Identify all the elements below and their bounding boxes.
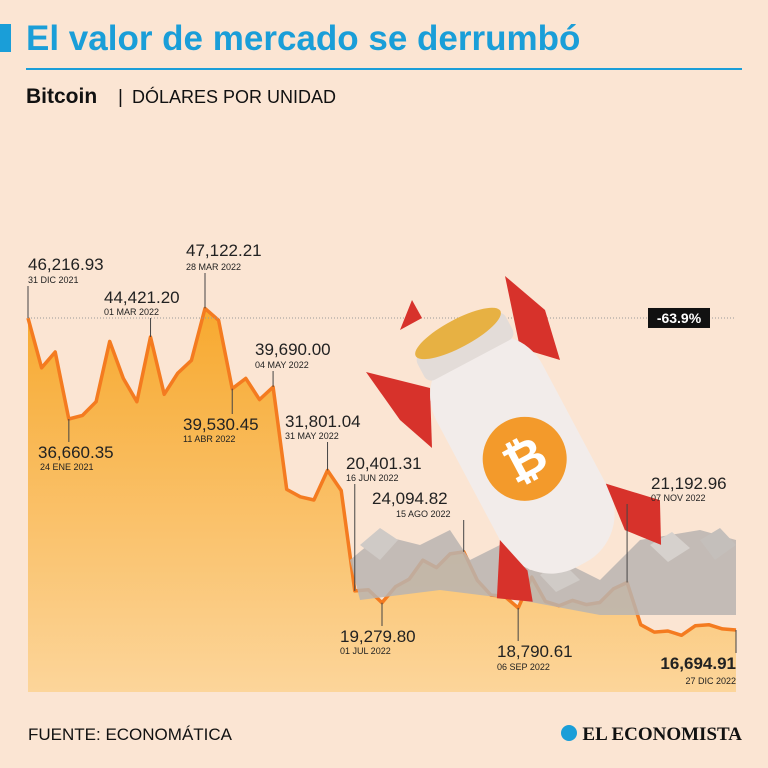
value-label: 39,530.45 (183, 415, 259, 434)
value-label: 44,421.20 (104, 288, 180, 307)
value-label: 31,801.04 (285, 412, 361, 431)
date-label: 28 MAR 2022 (186, 262, 241, 272)
date-label: 07 NOV 2022 (651, 493, 706, 503)
area (28, 308, 736, 692)
date-label: 01 JUL 2022 (340, 646, 391, 656)
logo-mark (561, 725, 577, 741)
value-label: 18,790.61 (497, 642, 573, 661)
date-label: 01 MAR 2022 (104, 307, 159, 317)
value-label: 20,401.31 (346, 454, 422, 473)
value-label: 19,279.80 (340, 627, 416, 646)
separator: | (118, 87, 123, 108)
value-label: 39,690.00 (255, 340, 331, 359)
date-label: 24 ENE 2021 (40, 462, 94, 472)
subtitle-bold: Bitcoin (26, 85, 97, 108)
date-label: 27 DIC 2022 (685, 676, 736, 686)
rocket-illustration: ₿ (350, 276, 736, 615)
source: FUENTE: ECONOMÁTICA (28, 725, 233, 744)
change-label: -63.9% (657, 310, 702, 326)
value-label: 21,192.96 (651, 474, 727, 493)
date-label: 04 MAY 2022 (255, 360, 309, 370)
date-label: 31 MAY 2022 (285, 431, 339, 441)
date-label: 16 JUN 2022 (346, 473, 399, 483)
title: El valor de mercado se derrumbó (26, 19, 580, 58)
date-label: 11 ABR 2022 (183, 434, 235, 444)
value-label: 36,660.35 (38, 443, 114, 462)
date-label: 15 AGO 2022 (396, 509, 451, 519)
date-label: 06 SEP 2022 (497, 662, 550, 672)
value-label: 24,094.82 (372, 489, 448, 508)
title-marker (0, 24, 11, 52)
date-label: 31 DIC 2021 (28, 275, 79, 285)
logo: EL ECONOMISTA (582, 724, 742, 745)
value-label: 46,216.93 (28, 255, 104, 274)
value-label: 47,122.21 (186, 241, 262, 260)
subtitle: DÓLARES POR UNIDAD (132, 86, 336, 107)
change-badge (648, 307, 710, 328)
value-label: 16,694.91 (660, 654, 736, 673)
